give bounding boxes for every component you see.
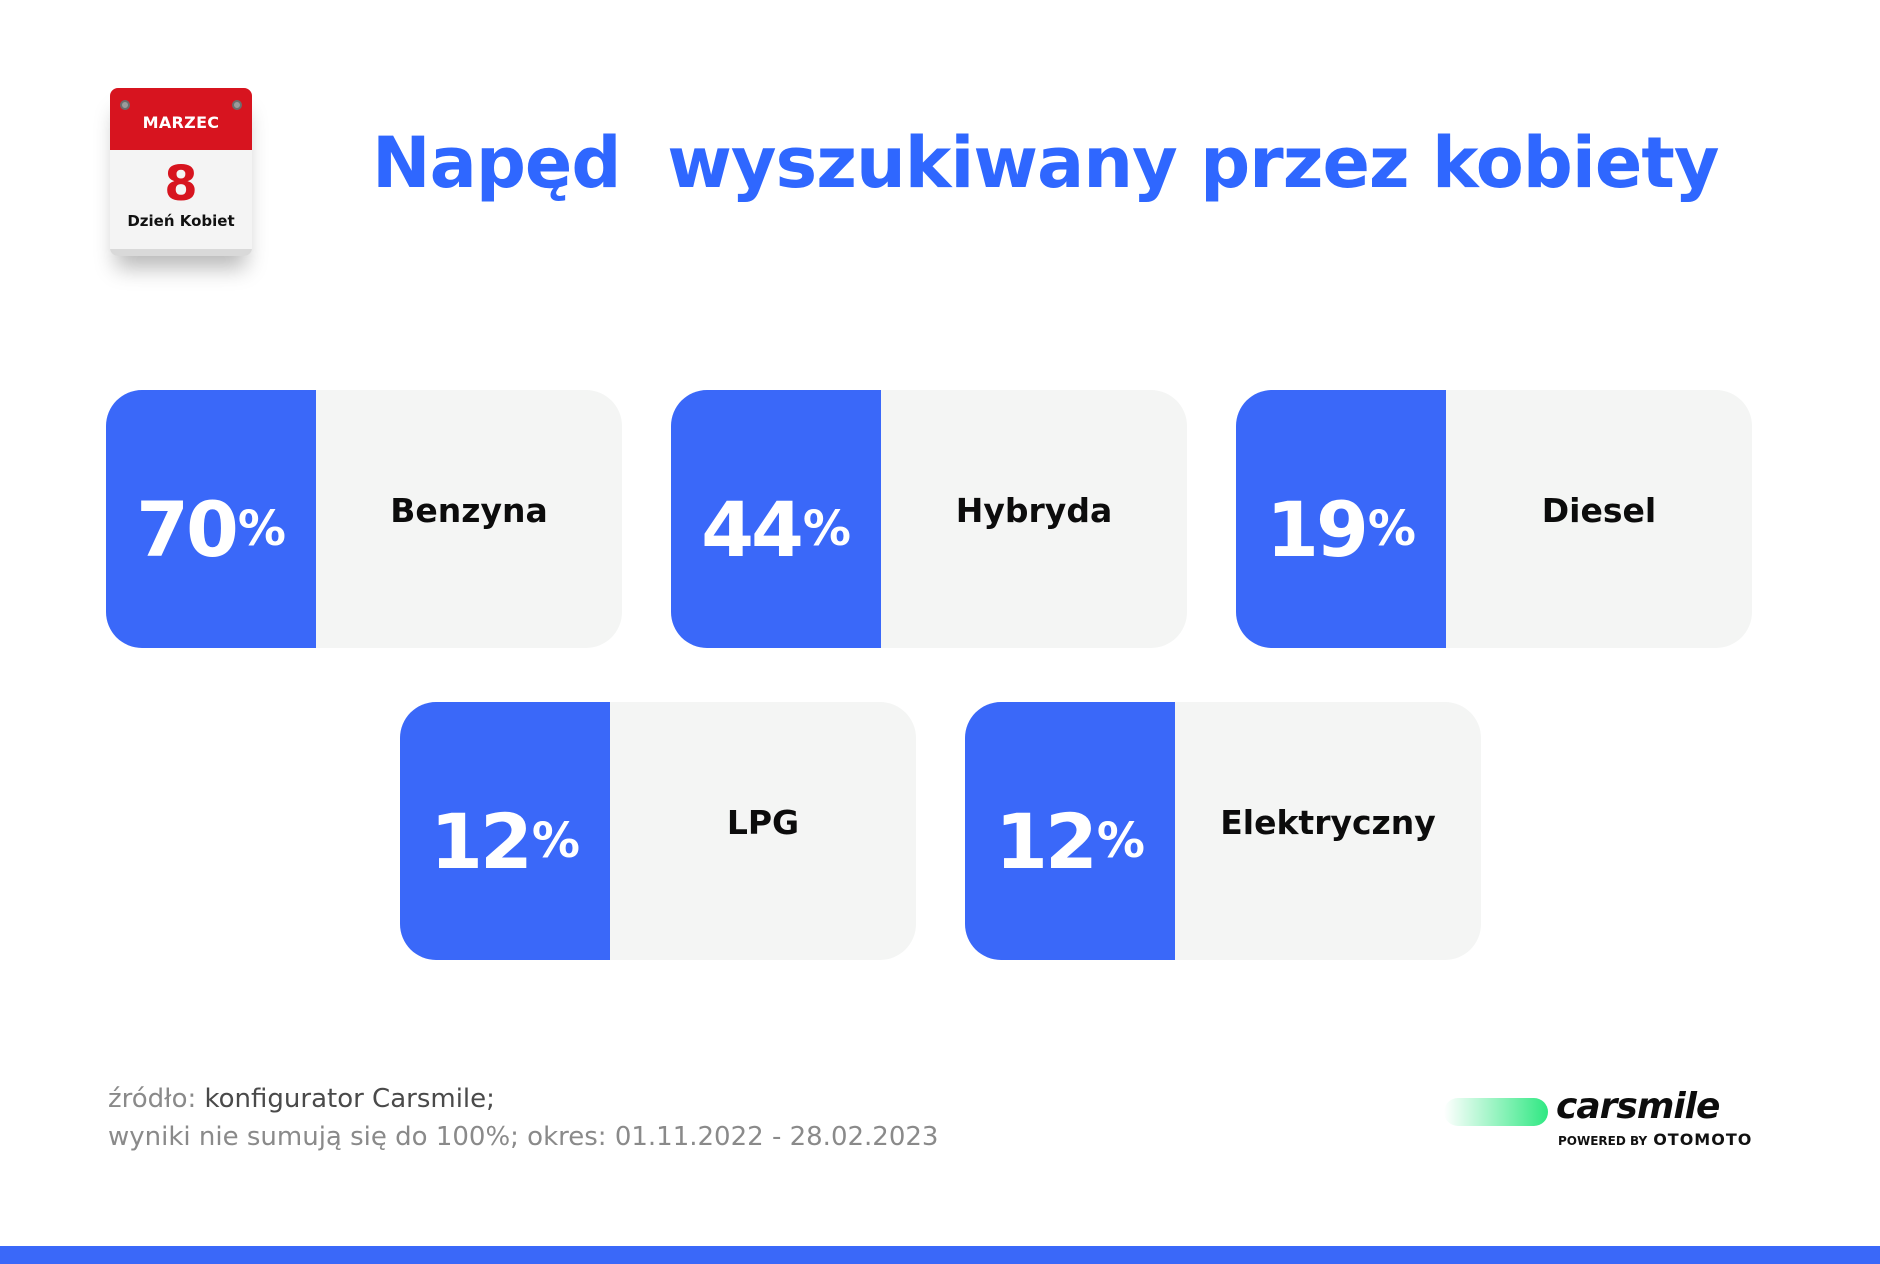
calendar-day: 8 [164, 156, 198, 212]
stat-unit: % [1367, 501, 1416, 557]
stat-number: 44 [701, 484, 804, 574]
source-note: źródło: konfigurator Carsmile; wyniki ni… [108, 1080, 938, 1156]
source-disclaimer: wyniki nie sumują się do 100%; okres: 01… [108, 1122, 939, 1152]
stat-unit: % [802, 501, 851, 557]
brand-powered-by: POWERED BY OTOMOTO [1558, 1130, 1752, 1149]
stat-card-elektryczny: 12% Elektryczny [965, 702, 1481, 960]
partner-name: OTOMOTO [1653, 1130, 1753, 1149]
stat-card-hybryda: 44% Hybryda [671, 390, 1187, 648]
bottom-accent-bar [0, 1246, 1880, 1264]
calendar-label: Dzień Kobiet [127, 212, 235, 230]
calendar-header: MARZEC [110, 88, 252, 150]
source-prefix: źródło: [108, 1084, 197, 1114]
powered-by-text: POWERED BY [1558, 1134, 1648, 1148]
carsmile-logo: carsmile POWERED BY OTOMOTO [1444, 1086, 1764, 1150]
stat-value: 70% [106, 390, 316, 648]
calendar-ring-icon [232, 100, 242, 110]
calendar-ring-icon [120, 100, 130, 110]
calendar-icon: MARZEC 8 Dzień Kobiet [110, 88, 252, 256]
stat-unit: % [1096, 813, 1145, 869]
logo-gradient-bar [1444, 1098, 1548, 1126]
stat-value: 19% [1236, 390, 1446, 648]
page-title: Napęd wyszukiwany przez kobiety [372, 122, 1719, 204]
stat-value: 44% [671, 390, 881, 648]
stat-label: Benzyna [390, 490, 548, 530]
stat-label: Hybryda [955, 490, 1113, 530]
stat-unit: % [237, 501, 286, 557]
stat-card-diesel: 19% Diesel [1236, 390, 1752, 648]
stat-card-lpg: 12% LPG [400, 702, 916, 960]
stat-label: Diesel [1541, 490, 1657, 530]
stat-number: 12 [430, 796, 533, 886]
stat-label: Elektryczny [1220, 802, 1436, 842]
stat-number: 70 [136, 484, 239, 574]
calendar-month: MARZEC [142, 112, 220, 132]
stat-number: 19 [1266, 484, 1369, 574]
source-name: konfigurator Carsmile; [204, 1084, 495, 1114]
brand-name: carsmile [1556, 1086, 1720, 1127]
stat-value: 12% [400, 702, 610, 960]
calendar-edge [110, 249, 252, 256]
stat-card-benzyna: 70% Benzyna [106, 390, 622, 648]
stat-label: LPG [726, 802, 800, 842]
stat-value: 12% [965, 702, 1175, 960]
stat-number: 12 [995, 796, 1098, 886]
source-line: źródło: konfigurator Carsmile; [108, 1080, 938, 1118]
stat-unit: % [531, 813, 580, 869]
